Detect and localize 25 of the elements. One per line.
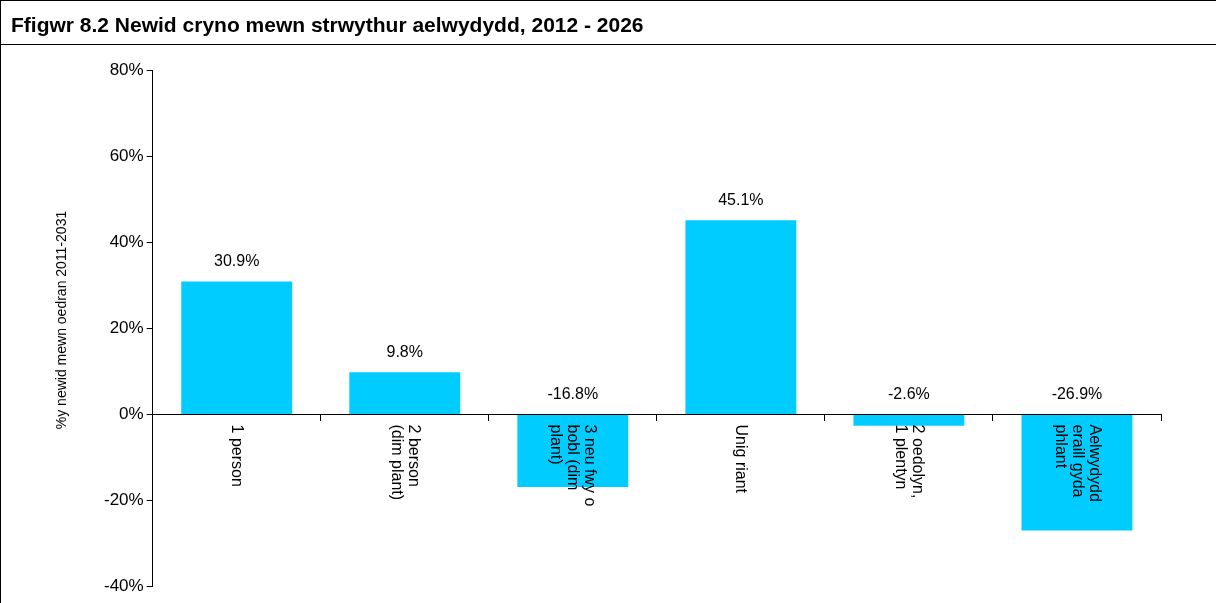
data-label: -26.9% <box>1051 384 1103 402</box>
x-tick-label: 1 person <box>229 424 247 487</box>
y-tick-label: -20% <box>104 490 144 510</box>
bar <box>685 220 797 415</box>
y-tick-label: 0% <box>119 404 144 424</box>
x-tick-label: 2 oedolyn, 1 plentyn <box>893 424 928 499</box>
data-label: 30.9% <box>214 251 260 269</box>
bar <box>349 372 461 415</box>
y-axis-title: %y newid mewn oedran 2011-2031 <box>53 210 69 430</box>
y-tick-label: 40% <box>109 231 144 251</box>
bar <box>853 415 965 426</box>
data-label: 9.8% <box>386 342 423 360</box>
x-tick-label: Unig riant <box>733 424 751 494</box>
x-tick-label: 3 neu fwy o bobl (dim plant) <box>548 424 600 507</box>
data-label: 45.1% <box>718 190 764 208</box>
y-tick-label: -40% <box>104 576 144 596</box>
x-tick-label: Aelwydydd eraill gyda phlant <box>1052 424 1104 502</box>
y-tick-label: 60% <box>109 145 144 165</box>
x-tick-label: 2 berson (dim plant) <box>388 424 423 501</box>
chart-title: Ffigwr 8.2 Newid cryno mewn strwythur aelwydydd, 2012 - 2026 <box>1 0 1216 45</box>
data-label: -16.8% <box>547 384 599 402</box>
y-tick-label: 20% <box>109 318 144 338</box>
bar <box>181 281 293 415</box>
data-label: -2.6% <box>888 384 930 402</box>
y-tick-label: 80% <box>109 59 144 79</box>
